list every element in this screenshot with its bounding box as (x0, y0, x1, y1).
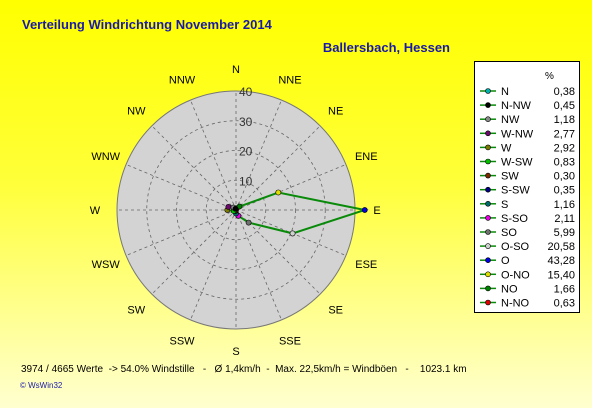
legend-swatch-marker (485, 201, 491, 207)
legend-value: 2,77 (554, 128, 575, 140)
legend-value: 2,92 (554, 142, 575, 154)
grid-ring (146, 120, 326, 300)
legend-label: O-SO (501, 241, 530, 253)
direction-label: SSW (170, 335, 196, 347)
ring-label: 30 (239, 115, 253, 129)
data-point (289, 230, 296, 237)
legend-swatch-marker (485, 215, 491, 221)
legend-value: 1,16 (554, 199, 575, 211)
grid-spoke (235, 209, 282, 321)
legend-value: 0,83 (554, 157, 575, 169)
legend-swatch-marker (485, 102, 491, 108)
legend-label: NO (501, 283, 518, 295)
legend: % N 0,38 N-NW 0,45 NW 1,18 W-NW 2,77 W 2,92 W-SW 0,8… (474, 61, 580, 313)
legend-label: W (501, 142, 512, 154)
legend-swatch-marker (485, 158, 491, 165)
grid-spoke (151, 209, 237, 295)
legend-swatch-marker (485, 243, 491, 249)
legend-swatch-marker (485, 172, 491, 179)
legend-value: 1,18 (554, 114, 575, 126)
legend-label: NW (501, 114, 520, 126)
legend-label: O-NO (501, 269, 530, 281)
direction-label: ENE (355, 151, 378, 163)
direction-label: ESE (355, 259, 377, 271)
ring-label: 10 (239, 174, 253, 188)
grid-spoke (190, 209, 237, 321)
data-point (275, 189, 282, 196)
legend-label: SO (501, 227, 517, 239)
legend-label: S (501, 199, 508, 211)
direction-label: NW (127, 105, 146, 117)
direction-label: S (232, 346, 239, 358)
legend-value: 0,63 (554, 298, 575, 310)
legend-swatch-marker (485, 257, 491, 263)
direction-label: NNE (278, 75, 301, 87)
location-label: Ballersbach, Hessen (322, 40, 450, 55)
legend-value: 2,11 (554, 213, 575, 225)
chart-title: Verteilung Windrichtung November 2014 (22, 17, 272, 32)
legend-swatch-marker (485, 144, 491, 151)
legend-value: 20,58 (547, 241, 575, 253)
wind-rose-chart: 10 20 30 40 N NNE NE ENE E ESE SE SSE S SSW SW WSW W WNW N… (90, 64, 381, 358)
legend-label: O (501, 255, 510, 267)
legend-label: SW (501, 171, 519, 183)
legend-header: % (545, 71, 554, 82)
legend-label: S-SO (501, 213, 528, 225)
legend-value: 0,45 (554, 100, 575, 112)
direction-label: NNW (169, 75, 196, 87)
grid-spoke (125, 209, 237, 256)
legend-value: 0,38 (554, 86, 575, 98)
direction-label: SSE (279, 335, 301, 347)
grid-spoke (235, 125, 321, 211)
legend-swatch-marker (485, 116, 491, 123)
legend-value: 1,66 (554, 283, 575, 295)
legend-swatch-marker (485, 186, 491, 193)
legend-label: N-NO (501, 298, 530, 310)
grid-spoke (235, 209, 347, 256)
data-point (361, 207, 368, 213)
grid-ring (205, 179, 267, 241)
legend-swatch-marker (485, 299, 491, 306)
direction-label: WNW (91, 151, 120, 163)
copyright-label: © WsWin32 (20, 381, 63, 390)
legend-label: N-NW (501, 100, 532, 112)
grid-spoke (235, 99, 282, 211)
direction-label: SE (328, 305, 343, 317)
legend-label: N (501, 86, 509, 98)
legend-swatch-marker (485, 88, 491, 94)
direction-label: W (90, 205, 101, 217)
legend-entries: % N 0,38 N-NW 0,45 NW 1,18 W-NW 2,77 W 2,92 W-SW 0,8… (480, 71, 575, 310)
direction-label: N (232, 64, 240, 76)
legend-swatch-marker (485, 285, 491, 292)
ring-label: 40 (239, 85, 253, 99)
grid-ring (176, 150, 296, 270)
legend-value: 5,99 (554, 227, 575, 239)
statistics-footer: 3974 / 4665 Werte -> 54.0% Windstille - … (21, 364, 467, 375)
direction-label: SW (127, 305, 145, 317)
direction-label: WSW (92, 259, 121, 271)
legend-value: 0,30 (554, 171, 575, 183)
legend-swatch-marker (485, 229, 491, 235)
data-point (232, 205, 239, 212)
data-point (245, 219, 252, 226)
legend-value: 0,35 (554, 185, 575, 197)
legend-value: 43,28 (547, 255, 575, 267)
legend-swatch-marker (485, 130, 491, 137)
grid-spoke (125, 164, 237, 211)
data-point (225, 203, 232, 210)
grid-spoke (190, 99, 237, 211)
ring-label: 20 (239, 145, 253, 159)
legend-value: 15,40 (547, 269, 575, 281)
legend-label: S-SW (501, 185, 530, 197)
direction-label: E (373, 205, 380, 217)
legend-swatch-marker (485, 271, 491, 278)
legend-label: W-SW (501, 157, 533, 169)
direction-label: NE (328, 105, 343, 117)
grid-spoke (151, 125, 237, 211)
grid-spoke (235, 164, 347, 211)
legend-label: W-NW (501, 128, 534, 140)
